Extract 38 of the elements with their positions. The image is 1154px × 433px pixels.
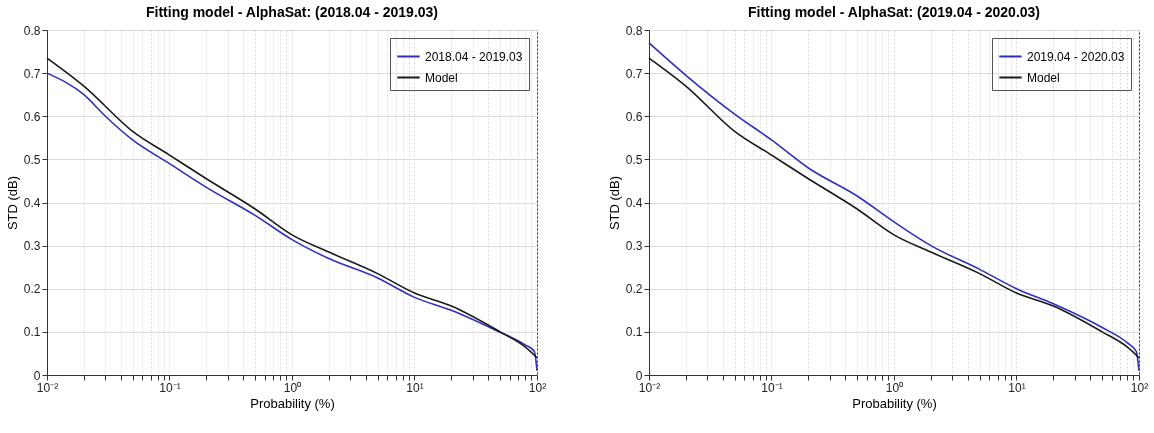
x-tick-label: 10⁰ <box>885 380 904 395</box>
y-tick-label: 0.7 <box>23 66 41 81</box>
y-tick-label: 0.3 <box>23 239 41 254</box>
y-tick-label: 0.2 <box>23 282 41 297</box>
y-tick-label: 0.5 <box>23 152 41 167</box>
y-tick-label: 0.8 <box>23 23 41 38</box>
x-tick-label: 10⁻² <box>638 380 661 395</box>
x-tick-label: 10⁻¹ <box>761 380 783 395</box>
legend-label: 2019.04 - 2020.03 <box>1027 49 1125 64</box>
legend-label: 2018.04 - 2019.03 <box>425 49 523 64</box>
legend-label: Model <box>425 70 458 85</box>
y-axis-title: STD (dB) <box>606 175 622 231</box>
x-axis-title: Probability (%) <box>250 395 335 411</box>
y-axis-title: STD (dB) <box>4 175 20 231</box>
y-tick-label: 0.7 <box>625 66 643 81</box>
y-tick-label: 0.3 <box>625 239 643 254</box>
legend-label: Model <box>1027 70 1060 85</box>
y-tick-label: 0.6 <box>23 109 41 124</box>
x-tick-label: 10² <box>528 380 547 395</box>
y-tick-label: 0.6 <box>625 109 643 124</box>
x-tick-label: 10⁻¹ <box>159 380 181 395</box>
x-axis-title: Probability (%) <box>852 395 937 411</box>
x-tick-label: 10¹ <box>406 380 424 395</box>
x-tick-label: 10⁰ <box>283 380 302 395</box>
y-tick-label: 0.1 <box>625 325 643 340</box>
y-tick-label: 0.2 <box>625 282 643 297</box>
y-tick-label: 0 <box>33 368 41 383</box>
y-tick-label: 0.1 <box>23 325 41 340</box>
y-tick-label: 0.4 <box>625 196 643 210</box>
x-tick-label: 10² <box>1130 380 1149 395</box>
y-tick-label: 0.4 <box>23 196 41 210</box>
y-tick-label: 0.5 <box>625 152 643 167</box>
x-tick-label: 10¹ <box>1008 380 1026 395</box>
x-tick-label: 10⁻² <box>36 380 59 395</box>
y-tick-label: 0 <box>635 368 643 383</box>
y-tick-label: 0.8 <box>625 23 643 38</box>
chart-title: Fitting model - AlphaSat: (2018.04 - 2019.03) <box>145 4 439 20</box>
chart-title: Fitting model - AlphaSat: (2019.04 - 2020.03) <box>747 4 1041 20</box>
